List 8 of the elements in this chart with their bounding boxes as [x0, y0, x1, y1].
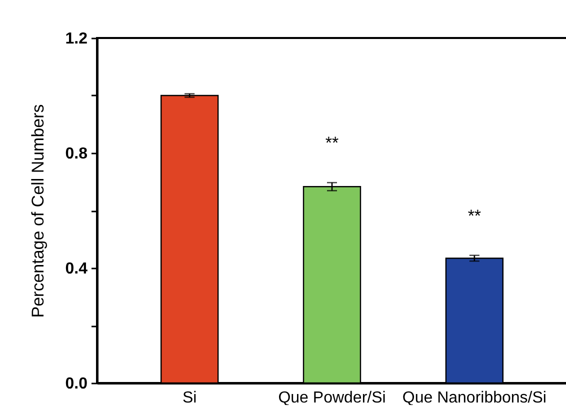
- y-axis-title: Percentage of Cell Numbers: [28, 104, 48, 318]
- annotation: **: [468, 206, 482, 226]
- y-tick-label: 0.8: [65, 146, 88, 162]
- y-tick-label: 0.0: [65, 376, 88, 392]
- y-tick-label: 1.2: [65, 30, 88, 48]
- x-tick-label: Si: [182, 390, 197, 406]
- y-tick-label: 0.4: [65, 260, 88, 278]
- annotation: **: [325, 134, 339, 153]
